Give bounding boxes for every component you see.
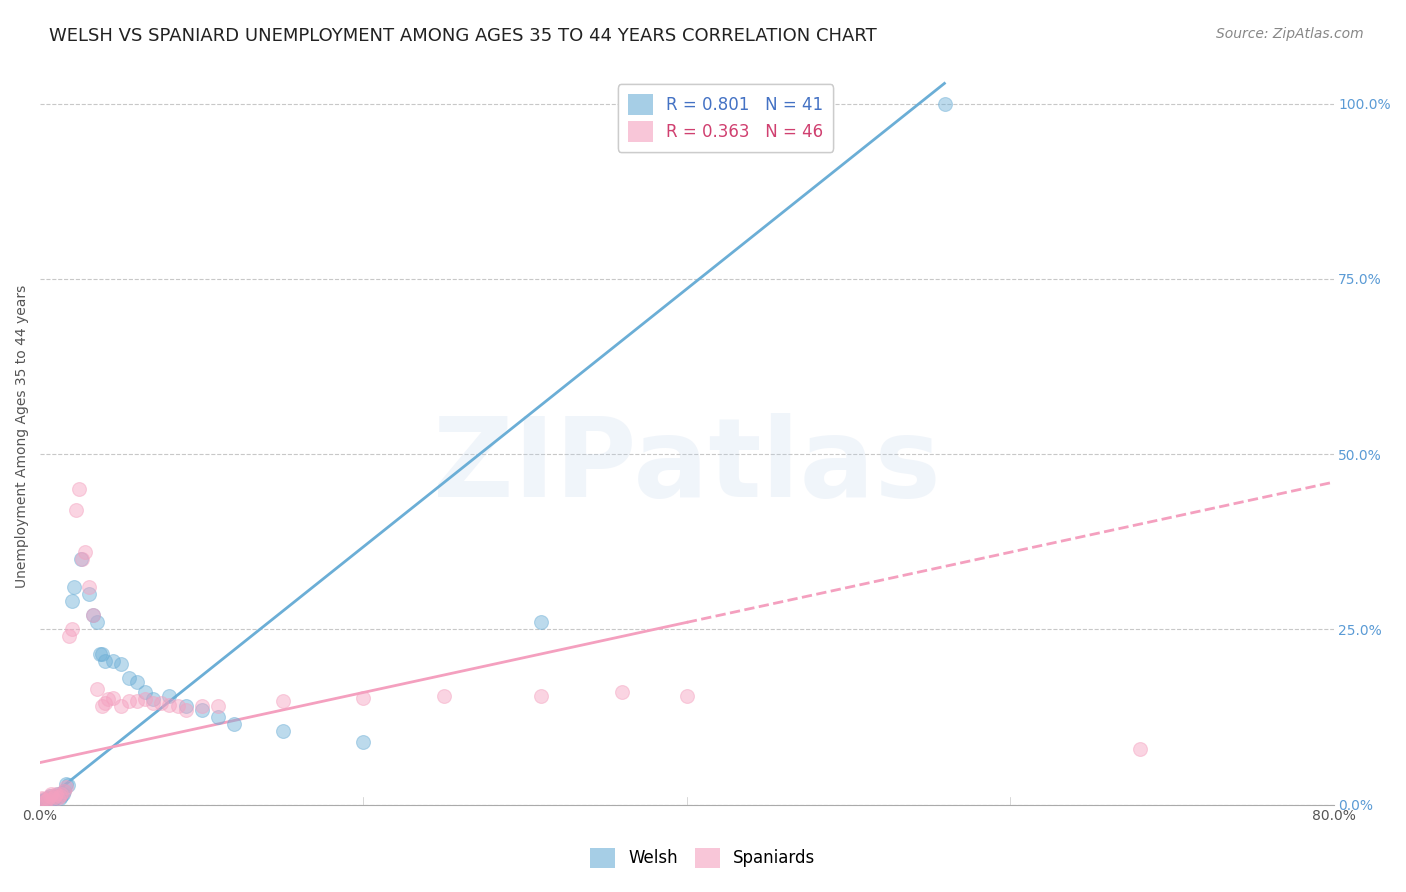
Point <box>53 783 76 797</box>
Point <box>70 552 93 566</box>
Point <box>56 778 79 792</box>
Text: WELSH VS SPANIARD UNEMPLOYMENT AMONG AGES 35 TO 44 YEARS CORRELATION CHART: WELSH VS SPANIARD UNEMPLOYMENT AMONG AGE… <box>49 27 877 45</box>
Point <box>159 689 181 703</box>
Point <box>32 794 55 808</box>
Y-axis label: Unemployment Among Ages 35 to 44 years: Unemployment Among Ages 35 to 44 years <box>15 285 30 588</box>
Point <box>46 787 69 801</box>
Point <box>224 717 246 731</box>
Point <box>134 685 156 699</box>
Point <box>48 789 70 804</box>
Point <box>191 703 214 717</box>
Point <box>58 629 80 643</box>
Text: Source: ZipAtlas.com: Source: ZipAtlas.com <box>1216 27 1364 41</box>
Point <box>49 789 72 804</box>
Text: ZIPatlas: ZIPatlas <box>433 412 941 519</box>
Point <box>610 685 633 699</box>
Point <box>41 792 63 806</box>
Point <box>35 794 58 808</box>
Point <box>48 790 70 805</box>
Point <box>35 793 58 807</box>
Point <box>934 96 956 111</box>
Point <box>207 710 229 724</box>
Point <box>159 698 181 712</box>
Point <box>150 696 173 710</box>
Point <box>86 681 108 696</box>
Point <box>45 787 67 801</box>
Point <box>44 790 66 805</box>
Point <box>62 623 84 637</box>
Point <box>34 792 56 806</box>
Point <box>90 647 112 661</box>
Point <box>110 657 132 672</box>
Point <box>77 587 100 601</box>
Point <box>77 580 100 594</box>
Point <box>166 699 188 714</box>
Point <box>55 780 77 794</box>
Point <box>142 692 165 706</box>
Legend: Welsh, Spaniards: Welsh, Spaniards <box>583 841 823 875</box>
Point <box>724 96 747 111</box>
Point <box>49 787 72 801</box>
Point <box>271 724 294 739</box>
Point <box>37 790 59 805</box>
Point <box>52 787 75 801</box>
Point <box>191 699 214 714</box>
Point <box>174 703 197 717</box>
Point <box>101 654 124 668</box>
Point <box>55 776 77 790</box>
Point <box>110 699 132 714</box>
Point <box>118 694 141 708</box>
Point <box>34 794 56 808</box>
Point <box>530 615 553 630</box>
Point <box>97 692 120 706</box>
Legend: R = 0.801   N = 41, R = 0.363   N = 46: R = 0.801 N = 41, R = 0.363 N = 46 <box>617 84 832 152</box>
Point <box>37 790 59 805</box>
Point <box>42 792 65 806</box>
Point <box>69 552 91 566</box>
Point <box>32 792 55 806</box>
Point <box>675 689 697 703</box>
Point <box>46 790 69 805</box>
Point <box>63 580 86 594</box>
Point <box>94 654 117 668</box>
Point <box>65 503 87 517</box>
Point <box>67 482 90 496</box>
Point <box>118 672 141 686</box>
Point <box>38 789 60 804</box>
Point <box>101 691 124 706</box>
Point <box>31 790 53 805</box>
Point <box>82 608 104 623</box>
Point <box>353 734 375 748</box>
Point <box>89 647 111 661</box>
Point <box>42 790 65 805</box>
Point <box>127 694 149 708</box>
Point <box>174 699 197 714</box>
Point <box>86 615 108 630</box>
Point <box>62 594 84 608</box>
Point <box>75 545 97 559</box>
Point <box>38 789 60 804</box>
Point <box>90 699 112 714</box>
Point <box>1128 741 1150 756</box>
Point <box>41 787 63 801</box>
Point <box>353 691 375 706</box>
Point <box>530 689 553 703</box>
Point <box>127 675 149 690</box>
Point <box>94 696 117 710</box>
Point <box>271 694 294 708</box>
Point <box>433 689 456 703</box>
Point <box>82 608 104 623</box>
Point <box>44 789 66 804</box>
Point <box>31 794 53 808</box>
Point <box>142 696 165 710</box>
Point <box>134 692 156 706</box>
Point <box>207 699 229 714</box>
Point <box>53 783 76 797</box>
Point <box>45 789 67 804</box>
